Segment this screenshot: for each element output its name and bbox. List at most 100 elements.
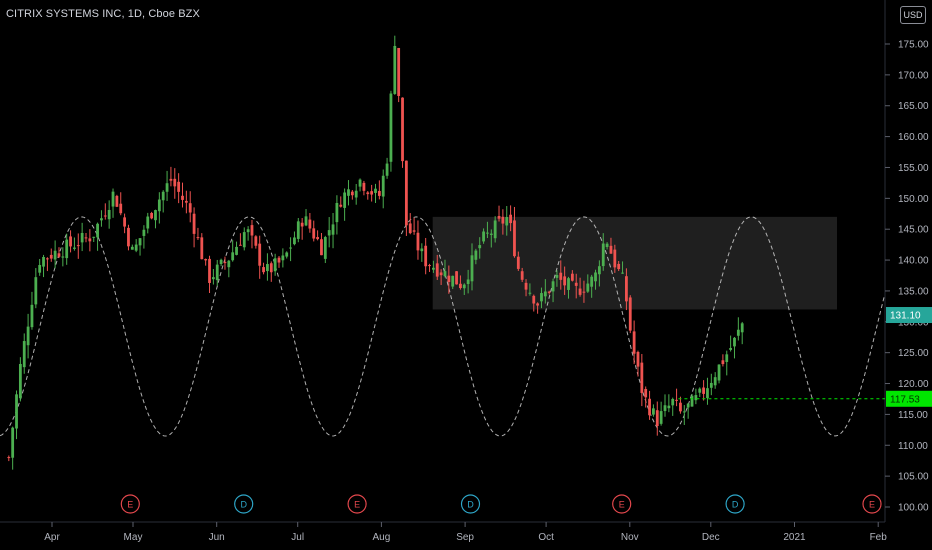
dividend-marker [234, 494, 254, 514]
candle-body [34, 277, 38, 305]
candle-body [682, 411, 686, 413]
candle-body [304, 216, 308, 226]
candle-body [15, 394, 18, 429]
candle-body [239, 244, 242, 246]
candle-body [154, 210, 157, 221]
candle-body [733, 337, 736, 347]
candle-body [254, 236, 258, 246]
candle-body [123, 217, 126, 227]
candle-body [416, 232, 420, 251]
candle-body [300, 222, 304, 227]
candle-body [536, 303, 540, 306]
x-tick-label: Feb [870, 532, 888, 543]
y-tick-label: 105.00 [898, 472, 929, 483]
candle-body [285, 252, 289, 257]
y-tick-label: 170.00 [898, 70, 929, 81]
candle-body [729, 348, 733, 350]
price-label-text: 117.53 [890, 394, 920, 405]
candle-body [648, 398, 651, 416]
candle-body [169, 178, 173, 181]
candle-body [88, 238, 92, 242]
candle-body [354, 190, 358, 198]
candle-body [76, 245, 80, 247]
candle-body [466, 279, 470, 284]
y-tick-label: 160.00 [898, 132, 929, 143]
y-tick-label: 100.00 [898, 503, 929, 514]
candle-body [667, 405, 671, 409]
candle-body [127, 227, 130, 247]
x-tick-label: Oct [538, 532, 554, 543]
candle-body [547, 291, 551, 293]
consolidation-zone [432, 216, 837, 310]
candle-body [115, 195, 119, 207]
y-tick-label: 150.00 [898, 194, 929, 205]
x-tick-label: Jun [209, 532, 225, 543]
candle-body [161, 191, 165, 201]
candle-body [590, 276, 594, 287]
candle-body [725, 354, 729, 362]
candle-body [389, 93, 393, 162]
candle-body [486, 232, 489, 234]
candle-body [601, 243, 605, 267]
candle-body [111, 191, 115, 207]
candle-body [401, 97, 404, 162]
candle-body [679, 402, 682, 412]
candle-body [343, 192, 347, 208]
event-marker-label: E [127, 500, 133, 510]
currency-button[interactable]: USD [900, 6, 926, 24]
candle-body [289, 247, 292, 249]
candle-body [211, 277, 215, 280]
y-tick-label: 110.00 [898, 441, 928, 452]
candle-body [625, 276, 628, 302]
event-marker-label: D [732, 500, 739, 510]
candle-body [459, 283, 462, 289]
candle-body [698, 388, 702, 393]
price-label-box [886, 390, 932, 407]
candle-body [281, 255, 285, 261]
candle-body [262, 267, 265, 273]
candle-body [134, 244, 138, 251]
candle-body [555, 275, 559, 278]
candle-body [513, 220, 516, 257]
candle-body [46, 258, 49, 260]
candle-body [509, 214, 512, 224]
x-tick-label: 2021 [783, 532, 806, 543]
candle-body [640, 362, 644, 393]
candle-body [574, 282, 578, 286]
candle-body [636, 351, 640, 367]
candle-body [578, 288, 582, 295]
candle-body [358, 179, 362, 187]
candle-body [200, 237, 204, 260]
candle-body [11, 427, 15, 458]
candle-body [408, 223, 412, 234]
candle-body [470, 255, 474, 282]
candle-body [57, 253, 61, 257]
candle-body [663, 405, 667, 412]
candle-body [597, 266, 601, 275]
event-marker-label: D [240, 500, 247, 510]
candle-body [482, 231, 485, 242]
x-tick-label: Sep [456, 532, 474, 543]
candle-body [7, 457, 11, 459]
candle-body [462, 284, 466, 289]
dividend-marker [725, 494, 745, 514]
candle-body [350, 191, 354, 196]
candle-body [38, 265, 42, 273]
candle-body [385, 163, 389, 176]
candle-body [659, 411, 663, 424]
candle-body [296, 221, 300, 239]
candle-body [196, 237, 200, 239]
candle-body [455, 271, 458, 285]
y-tick-label: 175.00 [898, 40, 929, 51]
candle-body [520, 271, 524, 280]
candle-body [435, 263, 439, 277]
candle-body [582, 291, 586, 293]
candle-body [717, 364, 721, 381]
candle-body [702, 387, 705, 394]
candle-body [621, 272, 624, 274]
candle-body [497, 215, 501, 219]
candle-body [130, 246, 134, 250]
candle-body [690, 395, 694, 407]
earnings-marker [347, 494, 367, 514]
